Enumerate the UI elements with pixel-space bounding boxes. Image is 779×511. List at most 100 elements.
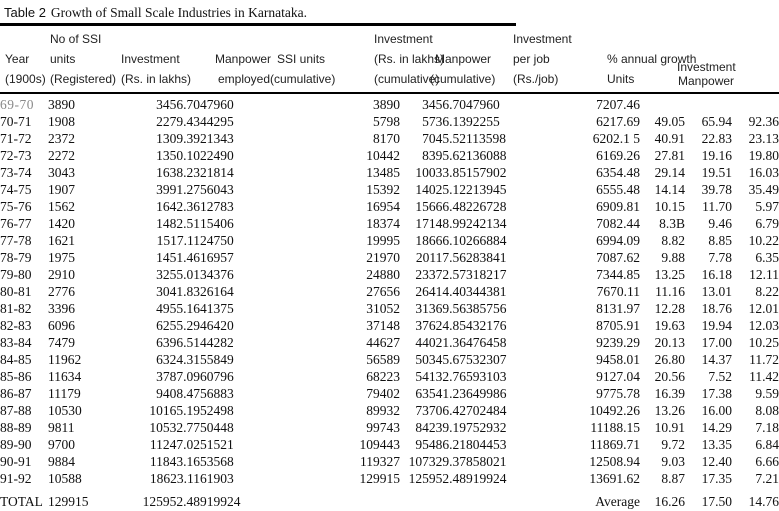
growth-investment-cell: 17.38 xyxy=(701,386,732,401)
investment-cumulative-cell: 107329.37 xyxy=(408,454,466,469)
growth-units-cell: 9.72 xyxy=(661,437,685,452)
growth-investment-cell: 14.29 xyxy=(701,420,732,435)
ssi-units-cumulative-cell xyxy=(248,487,400,510)
investment-cumulative-cell: 20117.56 xyxy=(415,250,466,265)
manpower-employed-cell: 16957 xyxy=(200,250,234,265)
ssi-units-cumulative-cell: 79402 xyxy=(366,386,400,401)
units-registered-cell: 2910 xyxy=(48,267,75,282)
ssi-units-cumulative-cell: 119327 xyxy=(360,454,400,469)
investment-cell: 3787.09 xyxy=(156,369,200,384)
year-cell: 85-86 xyxy=(0,369,32,384)
growth-units-cell: 12.28 xyxy=(654,301,685,316)
table-row: 80-81 2776 3041.83 26164 27656 26414.40 344381… xyxy=(0,283,779,300)
growth-units-cell: 29.14 xyxy=(654,165,685,180)
investment-per-job-cell: 7087.62 xyxy=(596,250,640,265)
growth-units-cell: 8.87 xyxy=(661,471,685,486)
growth-units-cell: 16.26 xyxy=(654,494,685,509)
units-registered-cell: 10530 xyxy=(48,403,82,418)
growth-manpower-cell: 12.11 xyxy=(749,267,779,282)
units-registered-cell: 3890 xyxy=(48,97,75,112)
units-registered-cell: 11634 xyxy=(48,369,82,384)
year-cell: 72-73 xyxy=(0,148,32,163)
units-registered-cell: 2372 xyxy=(48,131,75,146)
investment-cumulative-cell: 95486.21 xyxy=(415,437,466,452)
average-label: Average xyxy=(595,494,640,509)
ssi-units-cumulative-cell: 31052 xyxy=(366,301,400,316)
growth-manpower-cell: 6.79 xyxy=(755,216,779,231)
manpower-cumulative-cell: 157902 xyxy=(466,165,507,180)
growth-investment-cell: 13.01 xyxy=(701,284,732,299)
growth-units-cell: 8.3B xyxy=(659,216,685,231)
table-row: 82-83 6096 6255.29 46420 37148 37624.85 432176… xyxy=(0,317,779,334)
units-registered-cell: 129915 xyxy=(48,494,89,509)
manpower-cumulative-cell: 702484 xyxy=(466,403,507,418)
manpower-employed-cell: 26164 xyxy=(200,284,234,299)
investment-cell: 1309.39 xyxy=(156,131,200,146)
year-cell: 82-83 xyxy=(0,318,32,333)
table-body: 69-70 3890 3456.70 47960 3890 3456.70 47960 720… xyxy=(0,96,779,510)
manpower-cumulative-cell: 858021 xyxy=(466,454,507,469)
investment-per-job-cell: 6994.09 xyxy=(596,233,640,248)
growth-units-cell: 8.82 xyxy=(661,233,685,248)
growth-manpower-cell: 7.21 xyxy=(755,471,779,486)
table-row: 81-82 3396 4955.16 41375 31052 31369.56 385756… xyxy=(0,300,779,317)
manpower-cumulative-cell: 476458 xyxy=(466,335,507,350)
table-row: 90-91 9884 11843.16 53568 119327 107329.37 858… xyxy=(0,453,779,470)
growth-manpower-cell xyxy=(732,96,779,113)
manpower-cumulative-cell: 47960 xyxy=(466,97,500,112)
year-cell: 88-89 xyxy=(0,420,32,435)
investment-per-job-cell: 9239.29 xyxy=(596,335,640,350)
table-row: 84-85 11962 6324.31 55849 56589 50345.67 53230… xyxy=(0,351,779,368)
manpower-cumulative-cell: 593103 xyxy=(466,369,507,384)
investment-cell: 11247.02 xyxy=(149,437,200,452)
growth-units-cell: 20.13 xyxy=(654,335,685,350)
ssi-units-cumulative-cell: 10442 xyxy=(366,148,400,163)
manpower-employed-cell: 47960 xyxy=(200,97,234,112)
year-cell: 84-85 xyxy=(0,352,32,367)
investment-cumulative-cell: 10033.85 xyxy=(415,165,466,180)
table-row: 91-92 10588 18623.11 61903 129915 125952.48 91… xyxy=(0,470,779,487)
manpower-cumulative-cell: 92255 xyxy=(466,114,500,129)
manpower-cumulative-cell: 213945 xyxy=(466,182,507,197)
manpower-employed-cell: 46420 xyxy=(200,318,234,333)
manpower-employed-cell: 24750 xyxy=(200,233,234,248)
units-registered-cell: 9811 xyxy=(48,420,75,435)
ssi-units-cumulative-cell: 56589 xyxy=(366,352,400,367)
growth-units-cell: 14.14 xyxy=(654,182,685,197)
investment-cumulative-cell: 44021.36 xyxy=(415,335,466,350)
manpower-employed-cell: 56043 xyxy=(200,182,234,197)
year-cell: 79-80 xyxy=(0,267,32,282)
investment-cell: 11843.16 xyxy=(149,454,200,469)
units-registered-cell: 9884 xyxy=(48,454,75,469)
table-row: 85-86 11634 3787.09 60796 68223 54132.76 59310… xyxy=(0,368,779,385)
growth-units-cell: 27.81 xyxy=(654,148,685,163)
manpower-cumulative-cell: 385756 xyxy=(466,301,507,316)
investment-per-job-cell: 7344.85 xyxy=(596,267,640,282)
growth-investment-cell: 17.35 xyxy=(701,471,732,486)
growth-units-cell: 9.03 xyxy=(661,454,685,469)
manpower-cumulative-cell xyxy=(466,487,540,510)
manpower-employed-cell: 919924 xyxy=(200,494,241,509)
manpower-employed-cell: 61903 xyxy=(200,471,234,486)
manpower-employed-cell: 52498 xyxy=(200,403,234,418)
units-registered-cell: 1907 xyxy=(48,182,75,197)
year-cell: 76-77 xyxy=(0,216,32,231)
header-investment: Investment (Rs. in lakhs) xyxy=(121,52,192,86)
investment-cell: 6324.31 xyxy=(156,352,200,367)
investment-cell: 1482.51 xyxy=(156,216,200,231)
growth-manpower-cell: 8.22 xyxy=(755,284,779,299)
manpower-cumulative-cell: 344381 xyxy=(466,284,507,299)
year-cell: TOTAL xyxy=(0,494,43,509)
investment-cell: 3041.83 xyxy=(156,284,200,299)
table-row: 78-79 1975 1451.46 16957 21970 20117.56 283841… xyxy=(0,249,779,266)
investment-cell: 2279.43 xyxy=(156,114,200,129)
table-row: 89-90 9700 11247.02 51521 109443 95486.21 8044… xyxy=(0,436,779,453)
manpower-employed-cell: 55849 xyxy=(200,352,234,367)
growth-manpower-cell: 6.35 xyxy=(755,250,779,265)
investment-per-job-cell: 11188.15 xyxy=(590,420,640,435)
growth-manpower-cell: 23.13 xyxy=(748,131,779,146)
growth-manpower-cell: 6.66 xyxy=(755,454,779,469)
table-title: Table 2 Growth of Small Scale Industries … xyxy=(0,0,779,21)
investment-cumulative-cell: 50345.67 xyxy=(415,352,466,367)
investment-cumulative-cell: 31369.56 xyxy=(415,301,466,316)
